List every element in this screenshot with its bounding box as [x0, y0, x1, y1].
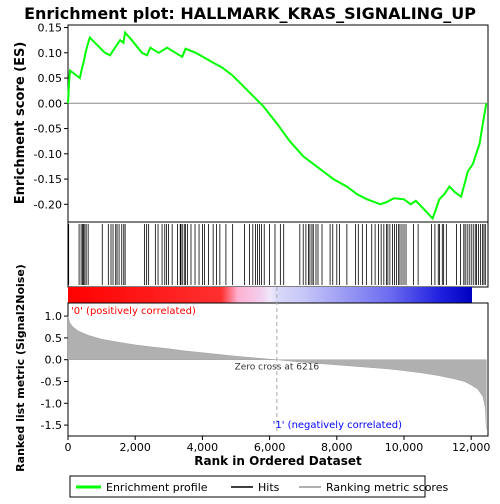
zero-cross-label: Zero cross at 6216	[235, 363, 320, 373]
negative-correlation-label: '1' (negatively correlated)	[273, 420, 402, 431]
x-tick-label: 8,000	[321, 441, 353, 454]
hits-panel-frame	[67, 221, 489, 288]
es-panel: 0.15 0.10 0.05 0.00 -0.05 -0.10 -0.15 -0.20 Enr…	[13, 22, 489, 223]
es-y-tick-label: -0.15	[34, 173, 62, 186]
es-y-tick-label: 0.00	[38, 97, 63, 110]
hits-panel	[67, 221, 489, 288]
es-y-tick-label: 0.15	[38, 22, 63, 35]
metric-y-tick-label: -1.5	[41, 419, 62, 432]
ranking-metric-area	[67, 316, 487, 430]
x-tick-label: 4,000	[187, 441, 219, 454]
es-y-tick-label: -0.20	[34, 198, 62, 211]
es-y-tick-label: -0.05	[34, 123, 62, 136]
metric-y-tick-label: -1.0	[41, 397, 62, 410]
es-y-tick-label: 0.10	[38, 47, 63, 60]
metric-y-axis: 1.0 0.5 0.0 -0.5 -1.0 -1.5	[41, 310, 68, 432]
es-y-tick-label: 0.05	[38, 72, 63, 85]
x-axis: 0 2,000 4,000 6,000 8,000 10,000 12,000	[65, 436, 491, 454]
legend-label-metric: Ranking metric scores	[326, 481, 448, 494]
metric-y-axis-label: Ranked list metric (Signal2Noise)	[14, 264, 27, 472]
legend-label-enrichment: Enrichment profile	[106, 481, 208, 494]
es-y-tick-label: -0.10	[34, 148, 62, 161]
x-tick-label: 0	[65, 441, 72, 454]
metric-y-tick-label: -0.5	[41, 375, 62, 388]
legend: Enrichment profile Hits Ranking metric s…	[69, 475, 448, 498]
rank-gradient	[68, 287, 472, 303]
positive-correlation-label: '0' (positively correlated)	[71, 306, 196, 317]
metric-y-tick-label: 1.0	[45, 310, 63, 323]
chart-title: Enrichment plot: HALLMARK_KRAS_SIGNALING…	[24, 4, 476, 23]
x-axis-label: Rank in Ordered Dataset	[194, 454, 362, 468]
x-tick-label: 6,000	[254, 441, 286, 454]
x-tick-label: 2,000	[119, 441, 151, 454]
metric-y-tick-label: 0.5	[45, 332, 63, 345]
x-tick-label: 10,000	[385, 441, 424, 454]
ranked-metric-panel: 1.0 0.5 0.0 -0.5 -1.0 -1.5 Zero cross at 6216…	[14, 264, 489, 472]
es-y-axis-label: Enrichment score (ES)	[13, 42, 28, 205]
hit-ticks	[68, 224, 486, 285]
es-y-axis: 0.15 0.10 0.05 0.00 -0.05 -0.10 -0.15 -0.20	[34, 22, 68, 211]
rank-color-bar	[68, 287, 472, 303]
x-tick-label: 12,000	[452, 441, 491, 454]
legend-label-hits: Hits	[258, 481, 280, 494]
enrichment-profile-line	[67, 30, 488, 221]
metric-y-tick-label: 0.0	[45, 354, 63, 367]
